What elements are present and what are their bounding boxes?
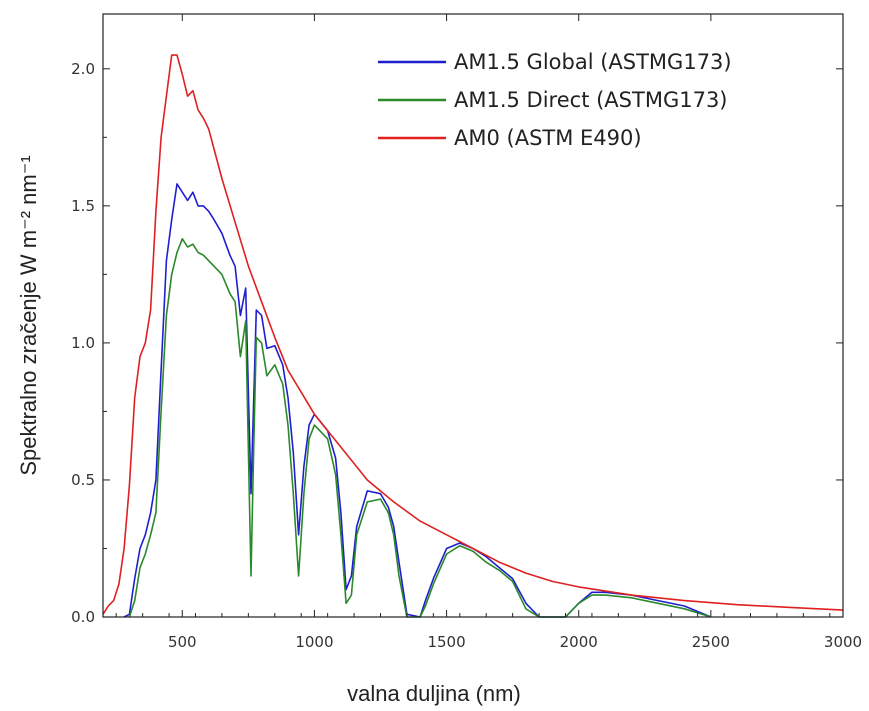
ticks-layer: 500 1000 1500 2000 2500 3000 0.0 0.5 1.0 1.5 2.0	[71, 14, 862, 651]
series-line-1	[128, 238, 712, 618]
x-tick-label: 1000	[295, 633, 333, 651]
plot-frame	[102, 13, 844, 618]
x-tick-label: 2500	[692, 633, 730, 651]
legend: AM1.5 Global (ASTMG173) AM1.5 Direct (AST…	[378, 50, 732, 150]
legend-label: AM1.5 Direct (ASTMG173)	[454, 88, 728, 112]
x-tick-label: 2000	[560, 633, 598, 651]
y-tick-label: 0.0	[71, 608, 95, 626]
legend-label: AM0 (ASTM E490)	[454, 126, 642, 150]
y-axis-label: Spektralno zračenje W m⁻² nm⁻¹	[16, 155, 41, 475]
x-tick-label: 1500	[427, 633, 465, 651]
series-line-2	[102, 54, 844, 615]
legend-label: AM1.5 Global (ASTMG173)	[454, 50, 732, 74]
x-tick-label: 500	[168, 633, 197, 651]
y-tick-label: 0.5	[71, 471, 95, 489]
x-axis-label: valna duljina (nm)	[347, 681, 521, 706]
series-layer	[102, 54, 844, 618]
y-tick-label: 1.5	[71, 197, 95, 215]
y-tick-label: 1.0	[71, 334, 95, 352]
x-tick-label: 3000	[824, 633, 862, 651]
y-tick-label: 2.0	[71, 60, 95, 78]
series-line-0	[123, 183, 712, 618]
